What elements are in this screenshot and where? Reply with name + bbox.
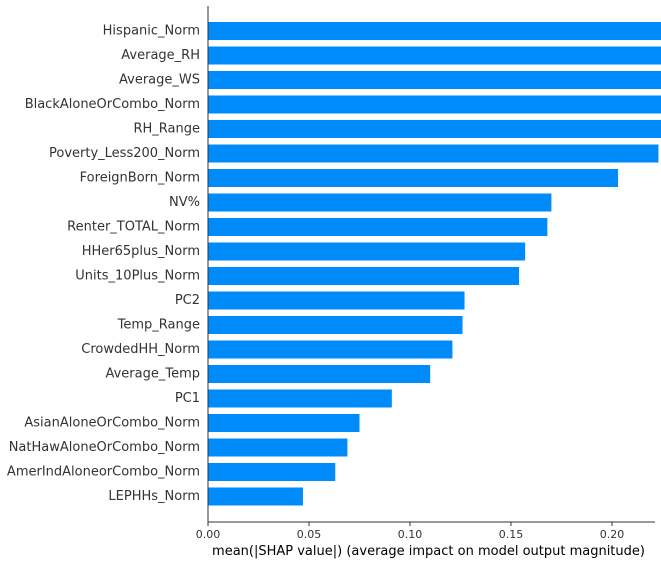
x-tick-label: 0.00 [196,528,221,541]
x-tick-label: 0.15 [499,528,524,541]
category-label: LEPHHs_Norm [108,489,200,504]
category-label: NV% [169,195,200,210]
bar-average-temp [208,365,431,383]
category-label: PC2 [175,293,200,308]
category-label: BlackAloneOrCombo_Norm [25,97,200,112]
x-tick-label: 0.10 [398,528,423,541]
category-label: ForeignBorn_Norm [80,171,200,186]
category-label: RH_Range [133,122,200,137]
bar-renter-total-norm [208,218,548,236]
category-label: AmerIndAloneorCombo_Norm [7,465,200,480]
category-label: Hispanic_Norm [103,24,200,39]
bar-blackaloneorcombo-norm [208,95,661,114]
x-tick-label: 0.20 [600,528,625,541]
category-label: Average_RH [121,48,200,63]
bar-average-rh [208,46,661,65]
category-labels: Hispanic_Norm Average_RH Average_WS BlackAl… [7,24,200,505]
x-tick-label: 0.05 [297,528,322,541]
category-label: Units_10Plus_Norm [75,269,200,284]
bar-rh-range [208,120,661,138]
bar-amerindaloneorcombo-norm [208,463,336,481]
bar-pc2 [208,291,465,310]
category-label: Average_Temp [105,367,200,382]
category-label: HHer65plus_Norm [82,244,200,259]
bars-layer [208,22,661,506]
bar-average-ws [208,71,661,89]
bar-lephhs-norm [208,487,303,506]
bar-foreignborn-norm [208,169,619,187]
bar-hher65plus-norm [208,242,526,261]
category-label: PC1 [175,391,200,406]
category-label: NatHawAloneOrCombo_Norm [9,440,200,455]
bar-hispanic-norm [208,22,661,40]
category-label: Poverty_Less200_Norm [49,146,200,161]
category-label: Average_WS [119,73,200,88]
bar-temp-range [208,316,463,334]
bar-asianaloneorcombo-norm [208,414,360,432]
bar-pc1 [208,389,392,408]
category-label: AsianAloneOrCombo_Norm [24,416,200,431]
bar-nv- [208,193,552,212]
bar-units-10plus-norm [208,267,520,285]
x-axis-label: mean(|SHAP value|) (average impact on mo… [212,544,645,559]
x-axis-ticks: 0.000.050.100.150.200.250.300.350.40 [196,522,625,541]
category-label: CrowdedHH_Norm [81,342,200,357]
bar-crowdedhh-norm [208,340,453,359]
bar-poverty-less200-norm [208,144,659,163]
bar-nathawaloneorcombo-norm [208,438,348,457]
category-label: Temp_Range [117,318,200,333]
category-label: Renter_TOTAL_Norm [67,220,200,235]
